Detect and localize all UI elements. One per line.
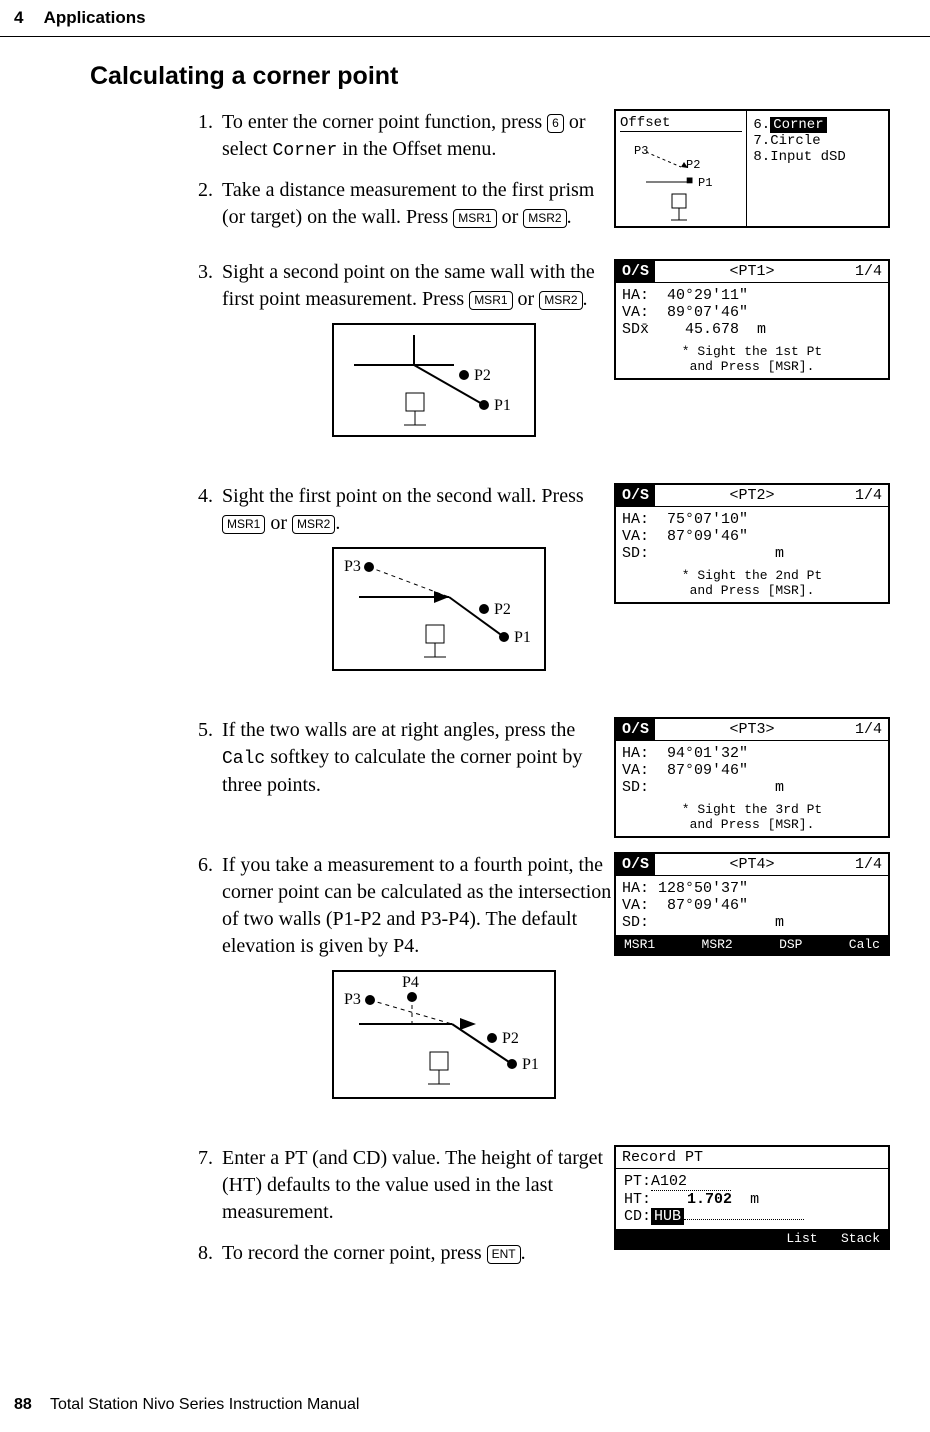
step-2: Take a distance measurement to the first… [218,177,614,231]
svg-text:P2: P2 [686,158,700,172]
page-title: Calculating a corner point [90,62,890,91]
offset-menu-panel: Offset P3 P2 ■ P1 [614,109,890,228]
menu-item-input-dsd[interactable]: Input dSD [770,149,846,165]
offset-menu-icon: P3 P2 ■ P1 [626,132,736,222]
record-pt-value[interactable]: A102 [651,1173,731,1191]
record-pt-panel: Record PT PT:A102 HT: 1.702 m CD:HUB Lis… [614,1145,890,1250]
pt2-va: VA: 87°09'46" [622,528,882,545]
record-title: Record PT [616,1147,888,1169]
step-list-4: Sight the first point on the second wall… [90,483,614,703]
svg-text:P3: P3 [344,558,361,575]
svg-text:P4: P4 [402,974,419,991]
step-7: Enter a PT (and CD) value. The height of… [218,1145,614,1226]
screen-pt4: O/S<PT4>1/4 HA: 128°50'37" VA: 87°09'46"… [614,852,890,956]
diagram-p1p2p3p4: P3 P4 P2 P1 [332,970,556,1099]
svg-text:P2: P2 [502,1030,519,1047]
screen-pt1: O/S<PT1>1/4 HA: 40°29'11" VA: 89°07'46" … [614,259,890,380]
record-ht-value[interactable]: 1.702 [687,1191,732,1208]
section-name: Applications [44,8,146,27]
svg-text:P1: P1 [514,629,531,646]
pt2-ha: HA: 75°07'10" [622,511,882,528]
svg-text:P1: P1 [698,176,712,190]
step-1: To enter the corner point function, pres… [218,109,614,163]
screen-pt2: O/S<PT2>1/4 HA: 75°07'10" VA: 87°09'46" … [614,483,890,604]
svg-text:■: ■ [686,174,693,188]
menu-item-corner[interactable]: Corner [770,117,826,133]
step-4: Sight the first point on the second wall… [218,483,614,689]
pt4-va: VA: 87°09'46" [622,897,882,914]
pt1-sd: SDx̄ 45.678 m [622,321,882,338]
step-list-5: If the two walls are at right angles, pr… [90,717,614,812]
record-cd-value[interactable]: HUB [651,1208,684,1225]
page-header: 4 Applications [14,8,900,28]
header-rule [0,36,930,37]
softkey-dsp[interactable]: DSP [779,937,802,952]
key-msr1-b: MSR1 [469,291,512,310]
menu-item-circle[interactable]: Circle [770,133,820,149]
softkey-msr1[interactable]: MSR1 [624,937,655,952]
pt3-ha: HA: 94°01'32" [622,745,882,762]
step-8: To record the corner point, press ENT. [218,1240,614,1267]
chapter-number: 4 [14,8,23,27]
menu-corner-text: Corner [273,141,338,161]
diagram-p1p2p3: P3 P2 P1 [332,547,546,671]
softkey-stack[interactable]: Stack [841,1231,880,1246]
pt4-ha: HA: 128°50'37" [622,880,882,897]
step-3: Sight a second point on the same wall wi… [218,259,614,455]
step-6: If you take a measurement to a fourth po… [218,852,614,1117]
key-msr2: MSR2 [523,209,566,228]
menu-title: Offset [620,115,742,132]
key-6: 6 [547,114,564,133]
svg-text:P3: P3 [634,144,648,158]
diagram-p1p2: P2 P1 [332,323,536,437]
key-msr2-c: MSR2 [292,515,335,534]
step-list-1: To enter the corner point function, pres… [90,109,614,245]
pt1-ha: HA: 40°29'11" [622,287,882,304]
svg-text:P1: P1 [522,1056,539,1073]
softkey-list[interactable]: List [786,1231,817,1246]
step-list-3: Sight a second point on the same wall wi… [90,259,614,469]
softkey-calc[interactable]: Calc [849,937,880,952]
step-list-7: Enter a PT (and CD) value. The height of… [90,1145,614,1281]
key-msr1: MSR1 [453,209,496,228]
pt3-va: VA: 87°09'46" [622,762,882,779]
page-number: 88 [14,1396,32,1413]
softkey-msr2[interactable]: MSR2 [702,937,733,952]
screen-pt3: O/S<PT3>1/4 HA: 94°01'32" VA: 87°09'46" … [614,717,890,838]
key-msr2-b: MSR2 [539,291,582,310]
step-5: If the two walls are at right angles, pr… [218,717,614,798]
svg-text:P3: P3 [344,991,361,1008]
step-list-6: If you take a measurement to a fourth po… [90,852,614,1131]
footer-title: Total Station Nivo Series Instruction Ma… [50,1396,359,1413]
pt3-sd: SD: m [622,779,882,796]
pt4-sd: SD: m [622,914,882,931]
pt1-va: VA: 89°07'46" [622,304,882,321]
softkey-calc-text: Calc [222,749,265,769]
svg-text:P2: P2 [474,367,491,384]
content-body: Calculating a corner point To enter the … [90,62,890,1295]
svg-text:P2: P2 [494,601,511,618]
page-footer: 88 Total Station Nivo Series Instruction… [14,1396,359,1414]
svg-text:P1: P1 [494,397,511,414]
key-msr1-c: MSR1 [222,515,265,534]
key-ent: ENT [487,1245,521,1264]
pt2-sd: SD: m [622,545,882,562]
